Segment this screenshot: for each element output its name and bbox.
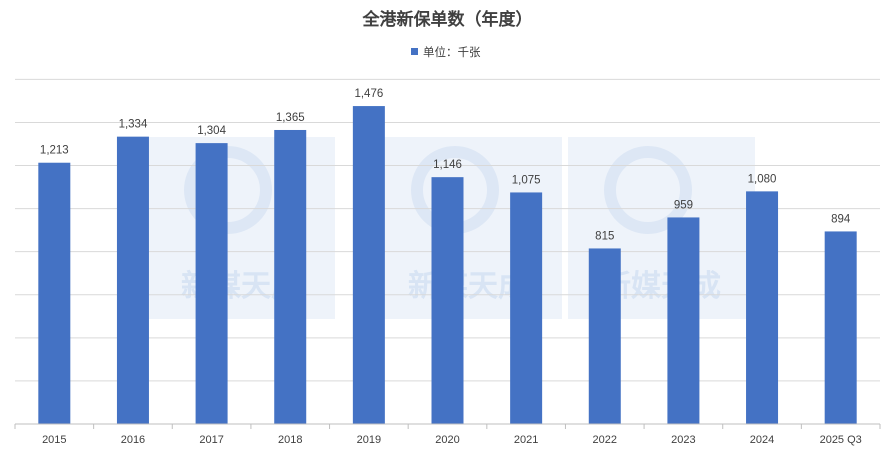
x-axis: 2015 2016 2017 2018 2019 2020 2021 2022 2023 2024… bbox=[14, 423, 881, 446]
bar bbox=[588, 248, 621, 424]
data-label: 1,213 bbox=[40, 145, 69, 157]
x-tick-label: 2021 bbox=[514, 434, 538, 446]
x-tick-label: 2024 bbox=[750, 434, 774, 446]
x-tick-label: 2023 bbox=[671, 434, 695, 446]
legend: 单位：千张 bbox=[411, 45, 481, 59]
bar bbox=[510, 192, 543, 424]
watermark-text: 新媒天成 bbox=[601, 269, 721, 304]
x-tick-label: 2018 bbox=[278, 434, 302, 446]
x-tick-label: 2025 Q3 bbox=[820, 434, 862, 446]
bar bbox=[274, 129, 307, 424]
data-label: 1,365 bbox=[276, 112, 305, 124]
legend-swatch bbox=[411, 48, 418, 55]
data-label: 959 bbox=[674, 199, 693, 211]
bar bbox=[746, 191, 779, 424]
data-label: 1,304 bbox=[197, 125, 226, 137]
bar bbox=[352, 106, 385, 424]
legend-label: 单位：千张 bbox=[423, 45, 481, 59]
chart-title: 全港新保单数（年度） bbox=[362, 9, 533, 30]
bar bbox=[667, 217, 700, 424]
data-label: 1,075 bbox=[512, 174, 541, 186]
watermark-logo-icon bbox=[604, 146, 692, 234]
x-tick-label: 2016 bbox=[121, 434, 145, 446]
data-labels: 1,213 1,334 1,304 1,365 1,476 1,146 1,075 815 95… bbox=[40, 88, 851, 242]
bar bbox=[824, 231, 857, 424]
bars bbox=[38, 106, 857, 425]
bar bbox=[195, 143, 228, 424]
bar bbox=[431, 177, 464, 424]
data-label: 1,476 bbox=[354, 88, 383, 100]
data-label: 894 bbox=[831, 213, 851, 225]
watermark-logo-icon bbox=[184, 146, 272, 234]
x-tick-label: 2020 bbox=[435, 434, 459, 446]
bar bbox=[116, 136, 149, 424]
data-label: 815 bbox=[595, 230, 614, 242]
data-label: 1,080 bbox=[748, 173, 777, 185]
x-tick-label: 2015 bbox=[42, 434, 66, 446]
x-tick-label: 2022 bbox=[593, 434, 617, 446]
bar bbox=[38, 162, 71, 425]
x-tick-label: 2019 bbox=[357, 434, 381, 446]
x-tick-label: 2017 bbox=[199, 434, 223, 446]
data-label: 1,146 bbox=[433, 159, 462, 171]
data-label: 1,334 bbox=[119, 119, 148, 131]
watermark-text: 新媒天成 bbox=[408, 269, 528, 304]
